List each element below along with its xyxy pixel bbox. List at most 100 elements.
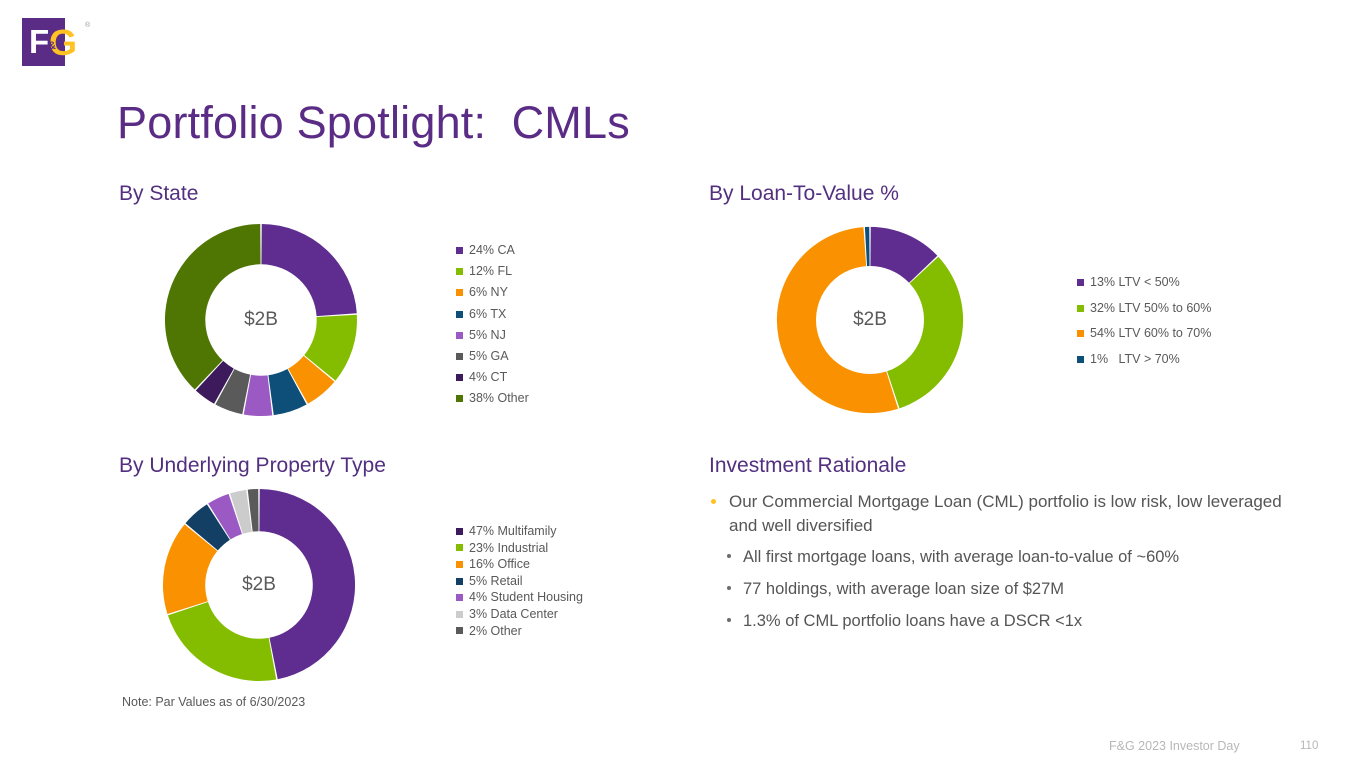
legend-item-label: 4% CT xyxy=(469,370,508,385)
heading-investment-rationale: Investment Rationale xyxy=(709,454,907,477)
legend-item: 16% Office xyxy=(456,556,583,573)
legend-item: 13% LTV < 50% xyxy=(1077,270,1211,296)
rationale-bullet: 1.3% of CML portfolio loans have a DSCR … xyxy=(705,610,1305,632)
donut-chart-by-loan-to-value: $2B xyxy=(775,222,965,418)
donut-slice-ltv-70 xyxy=(864,226,870,267)
heading-by-property-type: By Underlying Property Type xyxy=(119,454,386,477)
bullet-dot-icon xyxy=(727,586,731,590)
donut-slice-ca xyxy=(261,223,357,317)
donut-slice-ga xyxy=(215,369,251,415)
legend-swatch-icon xyxy=(456,268,463,276)
legend-swatch-icon xyxy=(456,577,463,585)
legend-item: 12% FL xyxy=(456,261,529,282)
rationale-bullet: All first mortgage loans, with average l… xyxy=(705,546,1305,568)
legend-swatch-icon xyxy=(1077,330,1084,338)
rationale-bullet-text: 77 holdings, with average loan size of $… xyxy=(743,580,1065,598)
legend-item-label: 6% TX xyxy=(469,306,507,321)
legend-swatch-icon xyxy=(1077,279,1084,287)
rationale-bullet: Our Commercial Mortgage Loan (CML) portf… xyxy=(705,490,1305,537)
legend-item-label: 2% Other xyxy=(469,623,522,638)
donut-slice-other xyxy=(247,488,259,532)
donut-slice-multifamily xyxy=(259,488,356,680)
donut-slice-fl xyxy=(304,314,358,381)
legend-item: 2% Other xyxy=(456,623,583,640)
legend-swatch-icon xyxy=(1077,355,1084,363)
donut-slice-ltv-50 xyxy=(870,226,938,283)
legend-item: 6% NY xyxy=(456,282,529,303)
legend-item: 4% CT xyxy=(456,367,529,388)
page-title: Portfolio Spotlight: CMLs xyxy=(117,97,630,148)
logo-registered-mark: ® xyxy=(85,22,91,29)
legend-item: 1% LTV > 70% xyxy=(1077,347,1211,373)
legend-item-label: 5% GA xyxy=(469,348,509,363)
legend-item-label: 1% LTV > 70% xyxy=(1090,351,1180,366)
legend-swatch-icon xyxy=(456,374,463,382)
legend-item: 38% Other xyxy=(456,388,529,409)
legend-swatch-icon xyxy=(456,610,463,618)
legend-item-label: 54% LTV 60% to 70% xyxy=(1090,326,1212,340)
footnote: Note: Par Values as of 6/30/2023 xyxy=(122,695,306,709)
legend-item-label: 12% FL xyxy=(469,264,513,279)
legend-item-label: 4% Student Housing xyxy=(469,590,583,605)
legend-swatch-icon xyxy=(456,560,463,568)
legend-swatch-icon xyxy=(456,353,463,361)
investment-rationale-list: Our Commercial Mortgage Loan (CML) portf… xyxy=(705,490,1305,642)
heading-by-loan-to-value: By Loan-To-Value % xyxy=(709,182,899,205)
legend-item-label: 13% LTV < 50% xyxy=(1090,275,1180,289)
rationale-bullet-text: Our Commercial Mortgage Loan (CML) portf… xyxy=(729,492,1282,535)
heading-by-state: By State xyxy=(119,182,199,205)
legend-item-label: 47% Multifamily xyxy=(469,524,557,538)
legend-item-label: 5% Retail xyxy=(469,573,523,588)
legend-item-label: 3% Data Center xyxy=(469,606,558,621)
legend-swatch-icon xyxy=(456,289,463,297)
legend-item-label: 16% Office xyxy=(469,557,530,572)
legend-swatch-icon xyxy=(456,331,463,339)
legend-item: 5% Retail xyxy=(456,573,583,590)
rationale-bullet: 77 holdings, with average loan size of $… xyxy=(705,578,1305,600)
legend-item-label: 5% NJ xyxy=(469,327,506,342)
donut-slice-retail xyxy=(185,504,230,551)
legend-item: 54% LTV 60% to 70% xyxy=(1077,321,1211,347)
donut-slice-industrial xyxy=(167,602,277,682)
donut-slice-office xyxy=(162,524,218,614)
legend-item: 6% TX xyxy=(456,304,529,325)
donut-svg-by-property-type xyxy=(162,488,356,682)
legend-swatch-icon xyxy=(456,395,463,403)
legend-item: 24% CA xyxy=(456,240,529,261)
donut-slice-nj xyxy=(243,374,273,417)
legend-item-label: 32% LTV 50% to 60% xyxy=(1090,300,1212,315)
legend-by-loan-to-value: 13% LTV < 50% 32% LTV 50% to 60% 54% LTV 6… xyxy=(1077,270,1211,372)
legend-item: 4% Student Housing xyxy=(456,589,583,606)
legend-swatch-icon xyxy=(456,627,463,635)
legend-swatch-icon xyxy=(1077,304,1084,312)
logo-letter-f: F xyxy=(29,23,49,60)
logo-purple-square xyxy=(22,18,65,66)
legend-swatch-icon xyxy=(456,247,463,255)
legend-item: 23% Industrial xyxy=(456,540,583,557)
donut-svg-by-state xyxy=(164,223,358,417)
donut-slice-ltv-60-to-70 xyxy=(776,227,899,414)
legend-item-label: 38% Other xyxy=(469,391,529,406)
donut-slice-ny xyxy=(288,355,335,404)
legend-item: 5% GA xyxy=(456,346,529,367)
legend-item-label: 6% NY xyxy=(469,285,508,300)
legend-item: 32% LTV 50% to 60% xyxy=(1077,296,1211,322)
donut-slice-ltv-50-to-60 xyxy=(887,256,964,409)
donut-slice-other xyxy=(164,223,261,390)
donut-slice-data-center xyxy=(230,489,252,534)
legend-swatch-icon xyxy=(456,527,463,535)
legend-item-label: 24% CA xyxy=(469,243,515,257)
donut-chart-by-state: $2B xyxy=(163,222,359,418)
donut-svg-by-loan-to-value xyxy=(776,226,964,414)
footer-label: F&G 2023 Investor Day xyxy=(1109,739,1240,753)
legend-item: 47% Multifamily xyxy=(456,523,583,540)
page-number: 110 xyxy=(1300,740,1319,752)
bullet-dot-icon xyxy=(727,554,731,558)
rationale-bullet-text: All first mortgage loans, with average l… xyxy=(743,548,1180,566)
rationale-bullet-text: 1.3% of CML portfolio loans have a DSCR … xyxy=(743,612,1083,630)
legend-swatch-icon xyxy=(456,310,463,318)
donut-slice-ct xyxy=(195,360,234,404)
donut-chart-by-property-type: $2B xyxy=(156,487,362,683)
fg-logo: G F & ® xyxy=(22,18,92,66)
legend-item: 5% NJ xyxy=(456,325,529,346)
